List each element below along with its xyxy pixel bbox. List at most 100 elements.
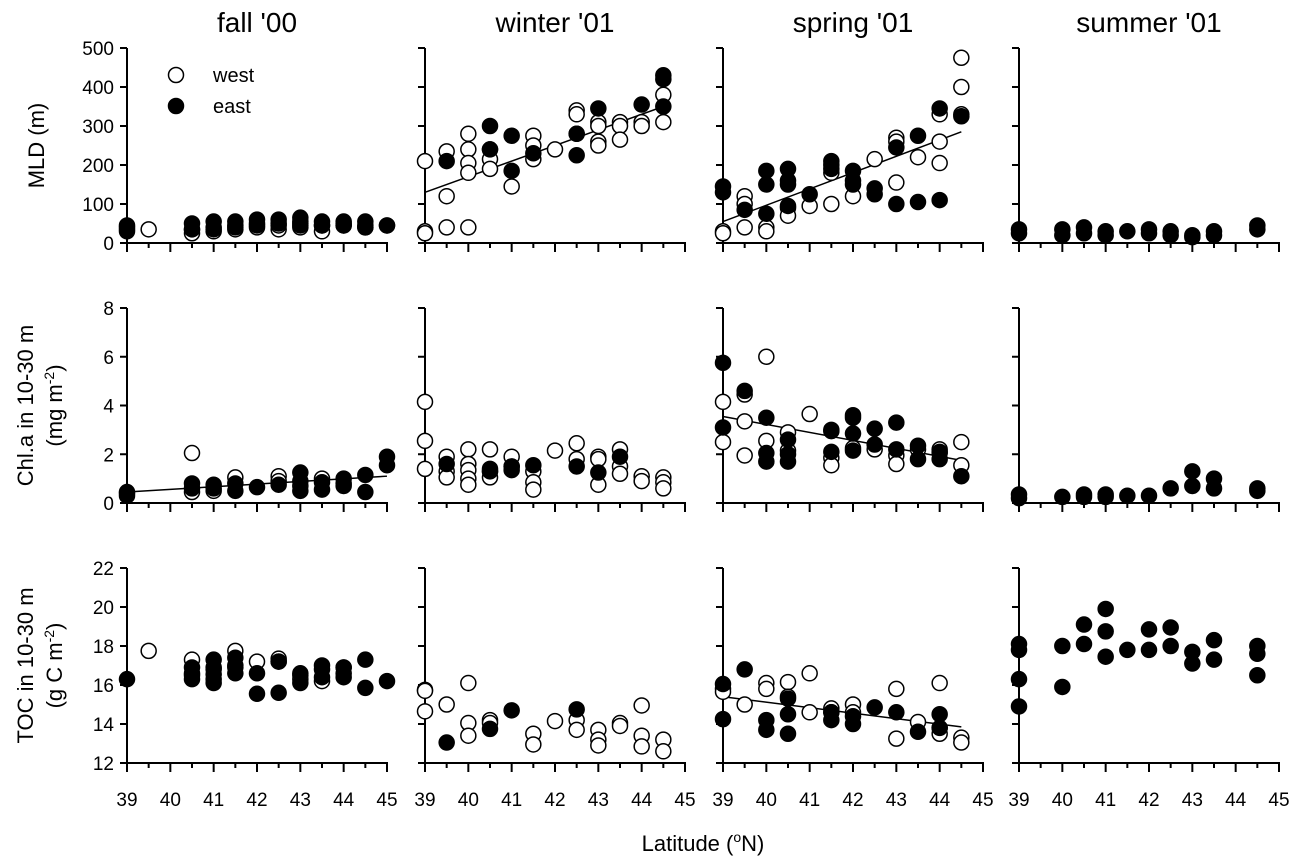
east-point-toc-3-19 (1205, 651, 1223, 668)
west-point-mld-2-20 (931, 154, 948, 172)
west-point-chla-1-6 (460, 441, 477, 458)
x-tick-label-3-2: 41 (1095, 790, 1116, 811)
east-point-chla-2-15 (866, 420, 883, 437)
y-axis-label-sup: -2 (41, 630, 57, 643)
y-tick-label-chla-3: 6 (103, 348, 114, 369)
east-point-chla-3-9 (1162, 480, 1179, 497)
east-point-toc-0-7 (205, 674, 222, 692)
east-point-chla-0-8 (248, 478, 266, 496)
west-point-chla-1-0 (416, 393, 434, 411)
west-point-toc-2-8 (801, 704, 818, 721)
y-tick-label-mld-3: 300 (82, 117, 114, 138)
east-point-mld-3-3 (1054, 221, 1071, 238)
y-axis-label-toc-1: (g C m-2) (41, 623, 67, 709)
east-point-toc-3-4 (1054, 637, 1071, 655)
west-point-mld-0-2 (140, 221, 157, 238)
west-point-chla-2-0 (714, 393, 732, 411)
east-point-chla-0-20 (378, 456, 396, 474)
east-point-toc-2-11 (844, 715, 862, 733)
y-tick-label-mld-4: 400 (82, 78, 114, 99)
east-point-mld-0-9 (248, 211, 266, 228)
west-point-mld-2-6 (758, 223, 775, 240)
east-point-chla-3-10 (1184, 463, 1201, 480)
east-point-mld-3-14 (1184, 226, 1201, 244)
west-point-toc-2-20 (953, 734, 970, 751)
east-point-toc-2-14 (909, 723, 927, 741)
west-point-chla-0-1 (183, 444, 201, 462)
x-tick-label-0-5: 44 (333, 790, 355, 811)
west-point-mld-1-32 (655, 113, 672, 131)
east-point-mld-2-22 (909, 193, 927, 211)
west-point-mld-1-5 (438, 219, 455, 236)
east-point-chla-3-2 (1054, 488, 1071, 506)
east-point-chla-0-18 (357, 483, 374, 501)
fit-line-mld-2 (722, 131, 962, 223)
west-point-chla-2-3 (736, 413, 753, 430)
east-point-chla-2-10 (823, 443, 840, 461)
east-point-toc-0-12 (248, 685, 266, 703)
east-point-toc-0-23 (357, 679, 374, 697)
west-point-mld-2-19 (931, 133, 948, 150)
west-point-toc-2-7 (801, 665, 818, 682)
east-point-chla-2-2 (736, 382, 753, 400)
x-axis-label-text: Latitude ( (642, 831, 734, 856)
west-point-toc-1-1 (416, 682, 434, 700)
y-axis-label-sup: -2 (41, 372, 57, 385)
east-point-toc-3-17 (1184, 655, 1201, 672)
east-point-chla-3-7 (1119, 487, 1136, 504)
east-point-chla-0-5 (205, 480, 222, 497)
west-point-mld-1-13 (481, 160, 499, 178)
west-point-chla-1-20 (568, 435, 585, 452)
west-point-toc-1-21 (633, 738, 650, 755)
west-point-mld-1-2 (416, 225, 434, 242)
x-tick-label-3-5: 44 (1225, 790, 1247, 811)
east-point-chla-2-17 (888, 414, 905, 431)
east-point-toc-3-7 (1075, 635, 1093, 653)
east-point-mld-3-18 (1249, 217, 1266, 234)
east-point-mld-0-1 (118, 217, 136, 234)
east-point-toc-2-1 (714, 710, 732, 728)
x-tick-label-2-4: 43 (886, 790, 907, 811)
west-point-toc-2-5 (779, 673, 797, 691)
east-point-mld-2-9 (779, 197, 797, 215)
y-axis-label-toc-0: TOC in 10-30 m (13, 587, 38, 743)
y-tick-label-chla-4: 8 (103, 299, 114, 320)
east-point-toc-2-5 (779, 690, 797, 707)
west-point-chla-2-4 (736, 447, 753, 464)
y-tick-label-mld-0: 0 (103, 234, 114, 255)
y-tick-label-mld-2: 200 (82, 156, 114, 177)
west-point-toc-1-23 (655, 743, 672, 760)
y-tick-label-chla-0: 0 (103, 494, 114, 515)
west-point-mld-1-7 (460, 141, 477, 158)
west-point-toc-1-6 (460, 727, 477, 744)
season-title-1: winter '01 (495, 7, 615, 38)
x-tick-label-1-4: 43 (588, 790, 609, 811)
y-axis-label-text: TOC in 10-30 m (13, 587, 38, 743)
east-point-toc-1-2 (503, 702, 520, 719)
east-point-toc-2-0 (714, 675, 732, 693)
east-point-mld-1-2 (481, 141, 499, 158)
east-point-toc-3-9 (1097, 623, 1114, 640)
season-title-3: summer '01 (1076, 7, 1221, 38)
east-point-toc-3-13 (1140, 641, 1158, 659)
x-tick-label-2-1: 40 (756, 790, 777, 811)
east-point-mld-2-1 (714, 184, 732, 201)
east-point-mld-1-5 (525, 145, 542, 162)
west-point-mld-1-18 (546, 141, 564, 158)
x-tick-label-1-5: 44 (631, 790, 653, 811)
east-point-mld-2-5 (758, 205, 775, 222)
y-tick-label-chla-1: 2 (103, 445, 114, 466)
east-point-toc-2-12 (866, 699, 883, 716)
east-point-mld-2-2 (736, 201, 753, 219)
east-point-mld-2-25 (953, 108, 970, 125)
east-point-mld-0-16 (313, 213, 331, 230)
east-point-toc-0-21 (335, 668, 352, 686)
west-point-toc-1-13 (568, 721, 585, 739)
east-point-toc-3-11 (1119, 641, 1136, 659)
east-point-mld-2-4 (758, 176, 775, 193)
east-point-mld-0-18 (335, 213, 352, 230)
x-tick-label-1-6: 45 (674, 790, 695, 811)
east-point-chla-2-6 (779, 431, 797, 448)
west-point-toc-2-16 (931, 674, 948, 692)
east-point-chla-2-8 (779, 453, 797, 470)
